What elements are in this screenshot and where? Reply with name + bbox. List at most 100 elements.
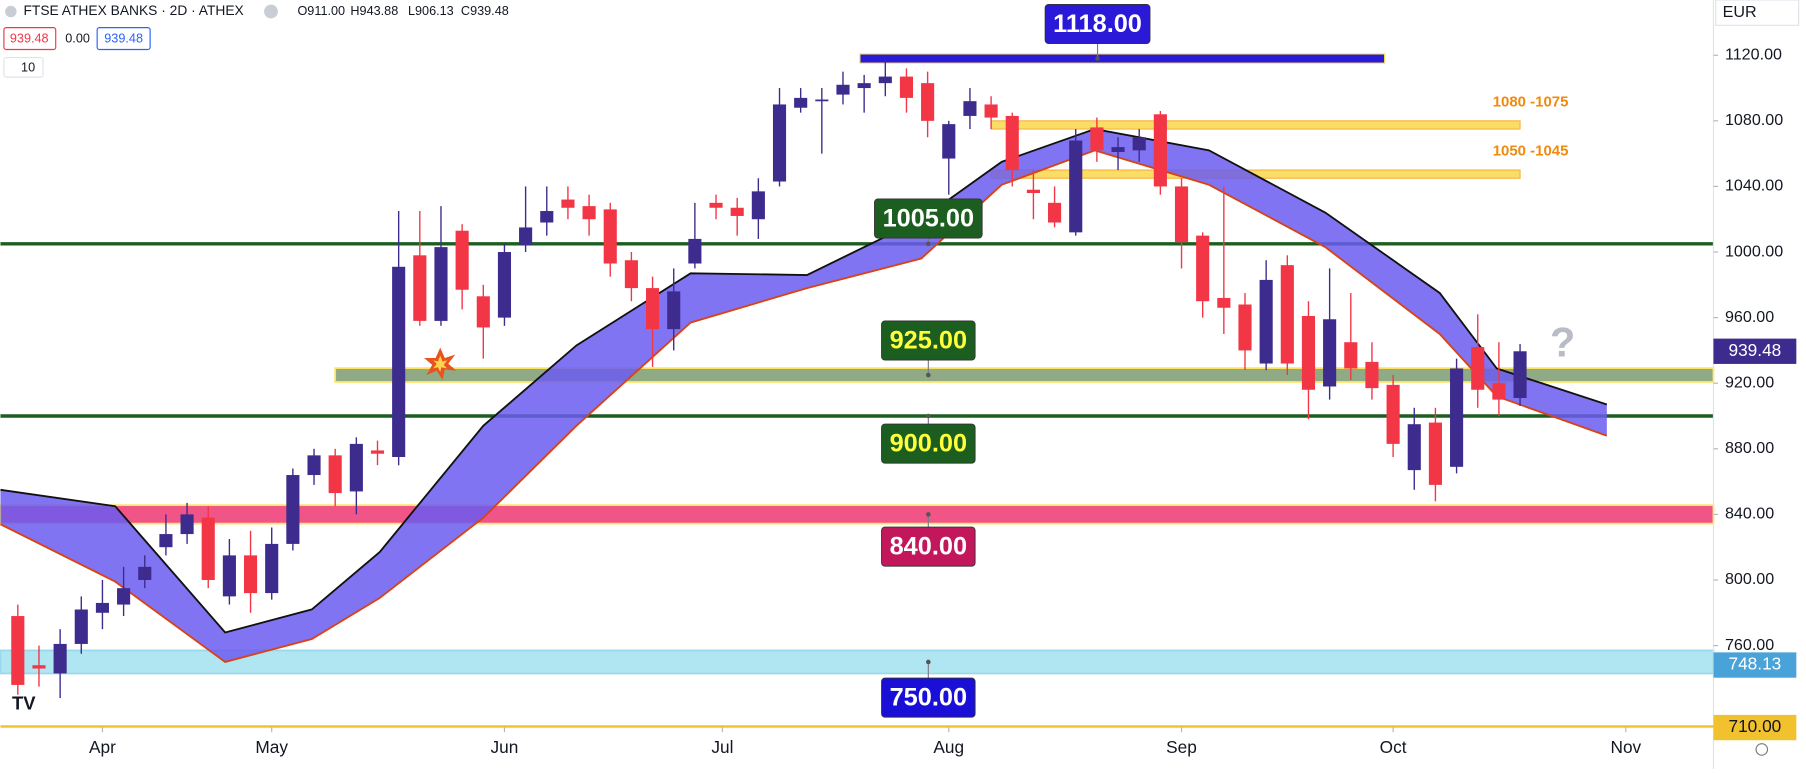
candle-body: [159, 534, 173, 548]
candle-body: [1323, 319, 1337, 387]
candle-body: [942, 124, 956, 159]
currency: EUR: [1723, 3, 1757, 21]
level-anchor: [926, 241, 931, 247]
level-label-box: [874, 198, 983, 239]
ohlc-low: L906.13: [408, 4, 454, 18]
x-tick-label: Jul: [711, 737, 733, 757]
candle-body: [1090, 127, 1104, 151]
y-tick-label: 1120.00: [1725, 46, 1782, 64]
y-tick-label: 960.00: [1725, 308, 1774, 326]
candle-body: [32, 665, 46, 669]
candle-body: [1386, 384, 1400, 444]
candle-body: [434, 247, 448, 321]
toggle[interactable]: [264, 4, 278, 19]
level-label: 1005.00: [883, 204, 975, 232]
y-tick-label: 880.00: [1725, 439, 1774, 457]
candle-body: [667, 291, 681, 330]
candle-body: [138, 566, 152, 580]
x-tick-label: Nov: [1611, 737, 1642, 757]
spread: 0.00: [65, 31, 90, 45]
candle-body: [857, 83, 871, 89]
candle-body: [11, 616, 25, 685]
level-anchor: [926, 512, 931, 517]
level-band: [0, 504, 1715, 525]
y-tick-label: 1080.00: [1725, 111, 1783, 129]
x-tick-label: May: [255, 737, 288, 757]
candle-body: [1450, 368, 1464, 467]
candle-body: [963, 101, 977, 116]
candle-body: [1407, 424, 1421, 471]
level-bar: [859, 53, 1386, 64]
candle-body: [53, 643, 67, 674]
candle-body: [751, 191, 765, 220]
candle-body: [455, 230, 469, 290]
candle-body: [1048, 202, 1062, 223]
bid: 939.48: [10, 31, 49, 45]
candle-body: [984, 104, 998, 118]
candle-body: [1365, 361, 1379, 389]
zone-label: 1080 -1075: [1493, 93, 1569, 110]
candle-body: [497, 252, 512, 318]
candle-body: [370, 450, 385, 454]
bid-box[interactable]: [3, 27, 57, 51]
price-label: 748.13: [1729, 654, 1782, 674]
x-tick-label: Jun: [491, 737, 519, 757]
burst-icon: [424, 347, 457, 380]
y-tick-label: 800.00: [1725, 570, 1774, 588]
candle-body: [1132, 137, 1146, 151]
price-label: 939.48: [1729, 340, 1782, 360]
candle-body: [117, 588, 131, 605]
candle-body: [243, 555, 258, 594]
price-label: 710.00: [1729, 716, 1782, 736]
indicator-count: 10: [21, 60, 35, 74]
candle-body: [709, 202, 723, 208]
price-label-box: [1713, 338, 1797, 364]
candle-body: [201, 517, 215, 580]
ask-box[interactable]: [96, 27, 151, 51]
price-label-box: [1713, 714, 1797, 741]
level-label: 840.00: [890, 532, 967, 560]
symbol-title[interactable]: FTSE ATHEX BANKS · 2D · ATHEX: [23, 2, 243, 18]
candle-body: [1196, 235, 1210, 302]
ribbon-upper: [0, 128, 1608, 634]
candle-body: [1111, 147, 1125, 153]
candle-body: [1238, 304, 1252, 351]
candle-body: [772, 104, 787, 182]
y-tick-label: 1000.00: [1725, 242, 1783, 260]
currency-box[interactable]: [1715, 0, 1800, 26]
candle-body: [1005, 115, 1019, 171]
y-tick-label: 920.00: [1725, 373, 1774, 391]
candle-body: [476, 296, 490, 328]
level-label-box: [881, 423, 976, 464]
candle-body: [899, 76, 914, 98]
settings-icon[interactable]: [1755, 743, 1769, 756]
candle-body: [1428, 422, 1442, 485]
candle-body: [688, 238, 702, 264]
candle-body: [1344, 342, 1358, 369]
indicator-toggle[interactable]: [3, 56, 44, 78]
candle-body: [95, 602, 110, 613]
candle-body: [646, 288, 660, 330]
plot: 1080 -1075 1050 -1045: [0, 53, 1715, 699]
candle-body: [1069, 140, 1083, 233]
ohlc-high: H943.88: [350, 4, 398, 18]
level-label: 750.00: [890, 683, 967, 711]
candle-body: [265, 543, 279, 594]
ohlc-open: O911.00: [297, 4, 345, 18]
level-anchor: [1095, 56, 1100, 61]
y-tick-label: 760.00: [1725, 636, 1774, 654]
candle-body: [180, 514, 194, 535]
candle-body: [222, 555, 236, 597]
candle-body: [921, 83, 935, 121]
level-label: 1118.00: [1053, 10, 1142, 38]
zone-label: 1050 -1045: [1493, 143, 1569, 160]
zone: [990, 120, 1521, 130]
candle-body: [624, 260, 638, 289]
price-label-box: [1713, 652, 1797, 678]
candle-body: [540, 211, 554, 223]
candle-body: [1153, 114, 1167, 187]
candle-body: [1513, 351, 1527, 398]
candle-body: [1174, 186, 1189, 243]
candle-body: [307, 455, 321, 476]
